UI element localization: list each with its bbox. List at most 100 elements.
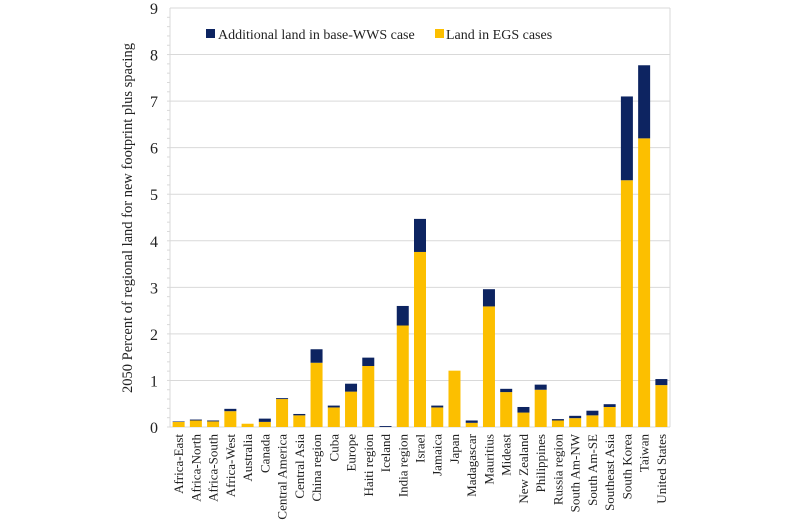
bar-egs-land	[310, 362, 323, 427]
minor-ticks	[167, 16, 170, 428]
bar-group-iceland	[379, 426, 392, 427]
bar-egs-land	[224, 411, 237, 427]
bar-additional-land	[551, 419, 564, 421]
bar-additional-land	[569, 415, 582, 419]
y-tick-label: 8	[150, 48, 158, 65]
bar-egs-land	[172, 421, 185, 427]
bar-additional-land	[414, 218, 426, 252]
bar-egs-land	[655, 385, 668, 427]
bar-additional-land	[345, 383, 358, 392]
bar-additional-land	[482, 289, 495, 307]
legend-label: Land in EGS cases	[446, 28, 552, 43]
bar-additional-land	[207, 420, 220, 422]
bar-group-africa-south	[207, 420, 220, 427]
y-tick-label: 2	[150, 327, 158, 344]
bar-additional-land	[500, 388, 513, 393]
bar-group-madagascar	[465, 420, 478, 427]
bar-group-africa-north	[189, 419, 202, 427]
bar-group-haiti-region	[362, 357, 375, 427]
bar-egs-land	[500, 392, 513, 427]
bar-additional-land	[655, 379, 668, 386]
y-tick-labels: 0 1 2 3 4 5 6 7 8 9	[150, 1, 158, 437]
bar-group-canada	[258, 418, 271, 427]
bar-egs-land	[638, 138, 651, 427]
x-tick-label: India region	[395, 434, 410, 498]
x-tick-label: Africa-West	[223, 434, 238, 498]
bar-egs-land	[327, 407, 340, 427]
bar-additional-land	[310, 349, 323, 363]
bar-egs-land	[293, 415, 306, 427]
y-tick-label: 0	[150, 420, 158, 437]
bar-group-india-region	[396, 305, 409, 427]
bar-egs-land	[551, 420, 564, 427]
bar-egs-land	[448, 370, 461, 427]
bar-additional-land	[189, 419, 202, 421]
bar-egs-land	[241, 423, 254, 427]
bar-egs-land	[258, 421, 271, 427]
bar-additional-land	[620, 96, 633, 181]
y-tick-label: 3	[150, 280, 158, 297]
x-tick-label: New Zealand	[516, 434, 531, 504]
bar-group-russia-region	[551, 419, 564, 427]
bar-egs-land	[586, 415, 599, 427]
bar-group-philippines	[534, 384, 547, 427]
bar-additional-land	[431, 405, 444, 408]
bar-egs-land	[276, 399, 289, 427]
bar-additional-land	[465, 420, 478, 423]
bar-group-southeast-asia	[603, 404, 616, 427]
x-tick-labels: Africa-East Africa-North Africa-South Afric…	[171, 433, 669, 519]
bar-additional-land	[603, 404, 616, 407]
x-tick-label: Central America	[275, 434, 290, 520]
bar-additional-land	[517, 406, 530, 413]
bar-additional-land	[396, 305, 409, 326]
bar-egs-land	[207, 421, 220, 427]
bar-additional-land	[293, 413, 306, 416]
legend-label: Additional land in base-WWS case	[218, 28, 415, 43]
x-tick-label: Central Asia	[292, 434, 307, 499]
x-tick-label: Canada	[257, 434, 272, 473]
bar-group-europe	[345, 383, 358, 427]
bar-egs-land	[431, 407, 444, 427]
bar-egs-land	[603, 406, 616, 427]
bars	[172, 65, 668, 427]
x-tick-label: China region	[309, 434, 324, 502]
x-tick-label: Taiwan	[637, 434, 652, 473]
x-tick-label: Southeast Asia	[602, 434, 617, 511]
bar-group-jamaica	[431, 405, 444, 427]
bar-group-mauritius	[482, 289, 495, 427]
y-tick-label: 1	[150, 373, 158, 390]
bar-group-united-states	[655, 379, 668, 427]
bar-egs-land	[189, 420, 202, 427]
bar-egs-land	[414, 251, 426, 427]
x-tick-label: Mideast	[499, 434, 514, 476]
y-axis-title: 2050 Percent of regional land for new fo…	[120, 43, 136, 393]
bar-egs-land	[362, 366, 375, 427]
bar-additional-land	[258, 418, 271, 422]
bar-egs-land	[620, 180, 633, 427]
bar-egs-land	[534, 389, 547, 427]
bar-group-israel	[414, 218, 426, 427]
x-tick-label: Jamaica	[430, 434, 445, 476]
bar-group-china-region	[310, 349, 323, 427]
bar-egs-land	[345, 391, 358, 427]
bar-group-central-asia	[293, 413, 306, 427]
x-tick-label: Africa-North	[188, 434, 203, 502]
x-tick-label: Cuba	[326, 434, 341, 462]
x-tick-label: Mauritius	[481, 434, 496, 485]
x-tick-label: Madagascar	[464, 433, 479, 496]
x-tick-label: Australia	[240, 434, 255, 482]
legend-item-additional-land: Additional land in base-WWS case	[206, 28, 415, 43]
y-tick-label: 7	[150, 94, 158, 111]
x-tick-label: Africa-South	[206, 434, 221, 502]
bar-group-taiwan	[638, 65, 651, 427]
x-tick-label: Europe	[344, 434, 359, 472]
bar-additional-land	[362, 357, 375, 367]
legend-swatch-gold	[435, 29, 444, 38]
bar-group-africa-east	[172, 421, 185, 427]
bar-egs-land	[517, 412, 530, 427]
x-tick-label: South Am-SE	[585, 434, 600, 506]
bar-additional-land	[534, 384, 547, 390]
bar-group-south-korea	[620, 96, 633, 427]
bar-egs-land	[465, 422, 478, 427]
bar-group-mideast	[500, 388, 513, 427]
